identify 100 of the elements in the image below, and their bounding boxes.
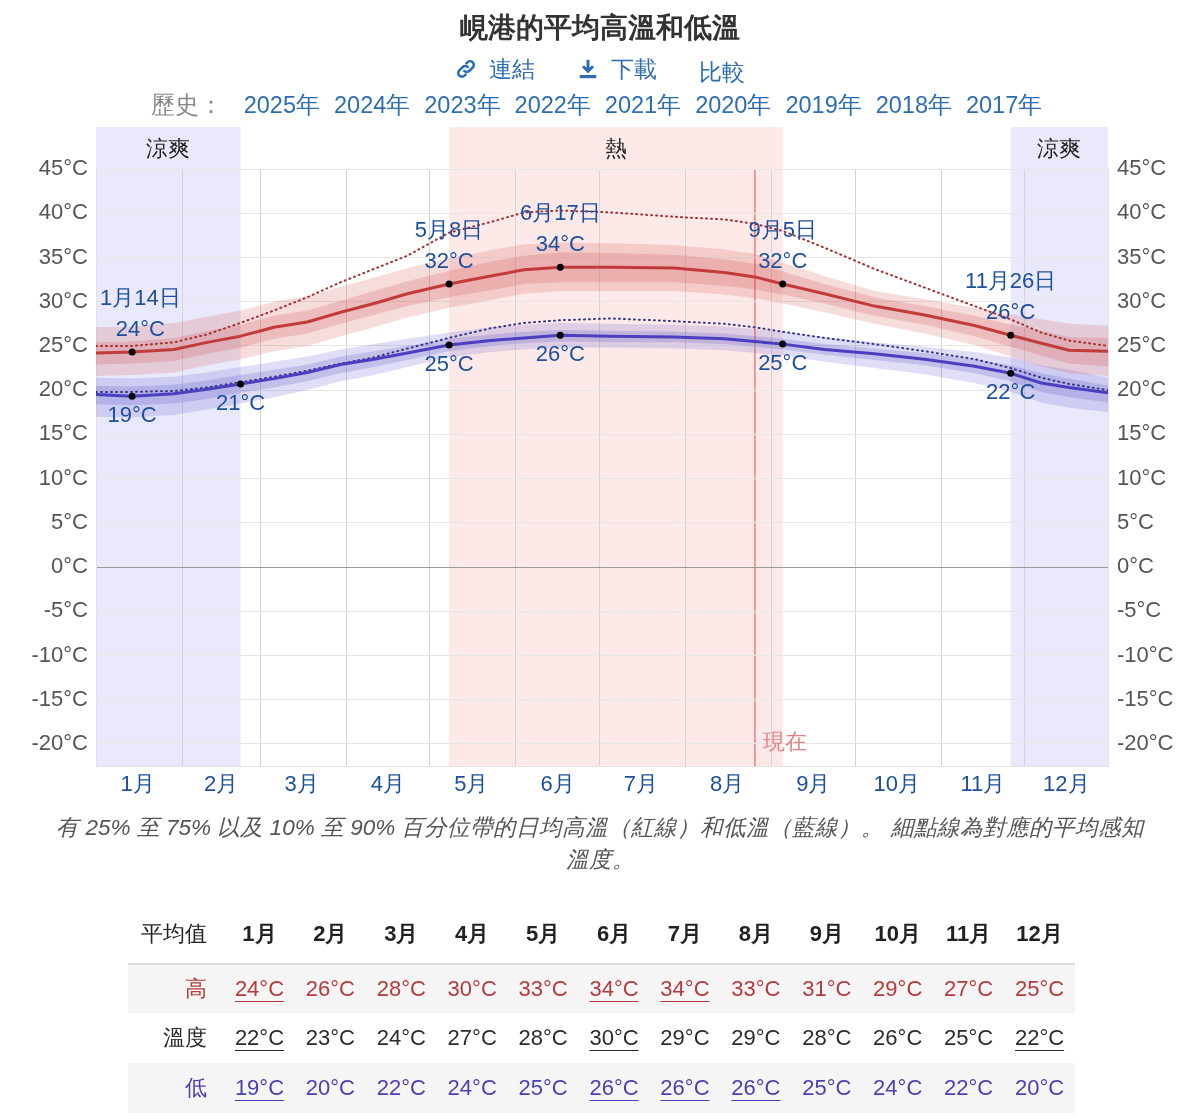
text: 有 25% 至 75% 以及 10% 至 90% 百分位帶的日均高溫（紅線）和低溫（藍線）。 細點線為對應的平均感知溫度。	[55, 814, 1145, 874]
annotation: 9月5日 32°C	[748, 217, 817, 274]
data-label: 20°C	[305, 1075, 355, 1100]
x-tick-label: 1月	[241, 920, 278, 948]
x-tick-label: 11月	[945, 920, 993, 948]
x-tick-label: 2月	[312, 920, 349, 948]
data-label: 28°C	[376, 976, 426, 1001]
data-label: 31°C	[802, 976, 852, 1001]
data-label: 26°C	[305, 976, 355, 1001]
x-tick-label: 3月	[284, 771, 319, 797]
data-label: 22°C	[1014, 1025, 1065, 1050]
x-tick-label: 9月	[796, 771, 831, 797]
text: 連結	[489, 55, 535, 84]
x-tick-label: 6月	[540, 771, 575, 797]
x-tick-label: 12月	[1043, 771, 1090, 797]
x-tick-label: 1月	[120, 771, 155, 797]
data-label: 27°C	[944, 976, 994, 1001]
y2-tick-label: -10°C	[1117, 641, 1174, 667]
y2-tick-label: -20°C	[1117, 729, 1174, 755]
annotation: 21°C	[215, 389, 266, 415]
y2-tick-label: 10°C	[1117, 464, 1167, 490]
data-label: 26°C	[589, 1075, 639, 1100]
data-label: 25°C	[1014, 976, 1065, 1001]
data-label: 22°C	[234, 1025, 285, 1050]
data-label: 24°C	[234, 976, 285, 1001]
band-label: 涼爽	[146, 136, 191, 162]
text: 下載	[611, 55, 657, 84]
data-label: 19°C	[234, 1075, 285, 1100]
y-tick-label: 35°C	[38, 243, 89, 269]
y2-tick-label: -15°C	[1117, 685, 1174, 711]
x-tick-label: 5月	[454, 771, 489, 797]
data-label: 25°C	[944, 1025, 994, 1050]
y2-tick-label: -5°C	[1117, 597, 1162, 623]
x-tick-label: 6月	[595, 920, 633, 948]
x-tick-label: 2月	[203, 771, 239, 797]
data-label: 24°C	[447, 1075, 497, 1100]
x-tick-label: 12月	[1015, 920, 1064, 948]
x-tick-label: 8月	[709, 771, 745, 797]
y2-tick-label: 25°C	[1117, 331, 1167, 357]
annotation: 25°C	[758, 350, 808, 376]
y-tick-label: -20°C	[31, 729, 89, 755]
y-tick-label: 25°C	[38, 331, 89, 357]
y-tick-label: 15°C	[38, 420, 89, 446]
x-tick-label: 10月	[873, 771, 920, 797]
band-label: 涼爽	[1037, 136, 1082, 162]
band-label: 熱	[604, 136, 627, 162]
chart-title: 峴港的平均高溫和低溫	[459, 11, 741, 45]
annotation: 22°C	[986, 379, 1036, 405]
data-label: 25°C	[802, 1075, 852, 1100]
annotation: 19°C	[107, 402, 157, 428]
y2-tick-label: 0°C	[1117, 553, 1155, 579]
annotation: 26°C	[535, 341, 585, 367]
x-tick-label: 11月	[960, 771, 1006, 797]
y-tick-label: 高	[184, 975, 208, 1003]
annotation: 5月8日 32°C	[414, 217, 484, 274]
data-label: 28°C	[518, 1025, 568, 1050]
annotation: 25°C	[424, 351, 474, 377]
y-tick-label: -15°C	[31, 685, 89, 711]
data-label: 22°C	[376, 1075, 426, 1100]
data-label: 29°C	[731, 1025, 781, 1050]
y-tick-label: 低	[184, 1074, 208, 1102]
x-tick-label: 7月	[623, 771, 659, 797]
annotation: 1月14日 24°C	[99, 285, 181, 342]
y2-tick-label: 40°C	[1117, 199, 1167, 225]
data-label: 26°C	[873, 1025, 923, 1050]
data-label: 34°C	[589, 976, 639, 1001]
y-tick-label: 0°C	[51, 553, 89, 579]
data-label: 26°C	[731, 1075, 781, 1100]
y2-tick-label: 5°C	[1117, 508, 1155, 534]
data-label: 24°C	[873, 1075, 923, 1100]
y-tick-label: 40°C	[38, 199, 89, 225]
y2-tick-label: 15°C	[1117, 420, 1167, 446]
data-label: 24°C	[376, 1025, 426, 1050]
annotation: 11月26日 26°C	[965, 268, 1057, 325]
y2-tick-label: 20°C	[1117, 376, 1167, 402]
y2-tick-label: 45°C	[1117, 155, 1167, 181]
y-tick-label: 溫度	[162, 1024, 208, 1052]
data-label: 29°C	[873, 976, 923, 1001]
data-label: 29°C	[660, 1025, 710, 1050]
data-label: 33°C	[518, 976, 568, 1001]
x-tick-label: 10月	[873, 920, 922, 948]
y2-tick-label: 35°C	[1117, 243, 1167, 269]
y-tick-label: 10°C	[38, 464, 89, 490]
data-label: 20°C	[1014, 1075, 1065, 1100]
y2-tick-label: 30°C	[1117, 287, 1167, 313]
data-label: 26°C	[660, 1075, 710, 1100]
y-tick-label: 5°C	[51, 508, 89, 534]
x-tick-label: 4月	[454, 920, 491, 948]
data-label: 23°C	[305, 1025, 355, 1050]
x-tick-label: 5月	[525, 920, 562, 948]
chart-title: 平均值	[140, 920, 208, 948]
data-label: 25°C	[518, 1075, 568, 1100]
y-tick-label: 45°C	[38, 155, 89, 181]
data-label: 22°C	[944, 1075, 994, 1100]
y-tick-label: -10°C	[31, 641, 89, 667]
data-label: 30°C	[589, 1025, 639, 1050]
text: 比較	[699, 58, 745, 87]
x-tick-label: 9月	[808, 920, 845, 948]
y-tick-label: 30°C	[38, 287, 89, 313]
ref-line-label: 現在	[762, 729, 807, 755]
